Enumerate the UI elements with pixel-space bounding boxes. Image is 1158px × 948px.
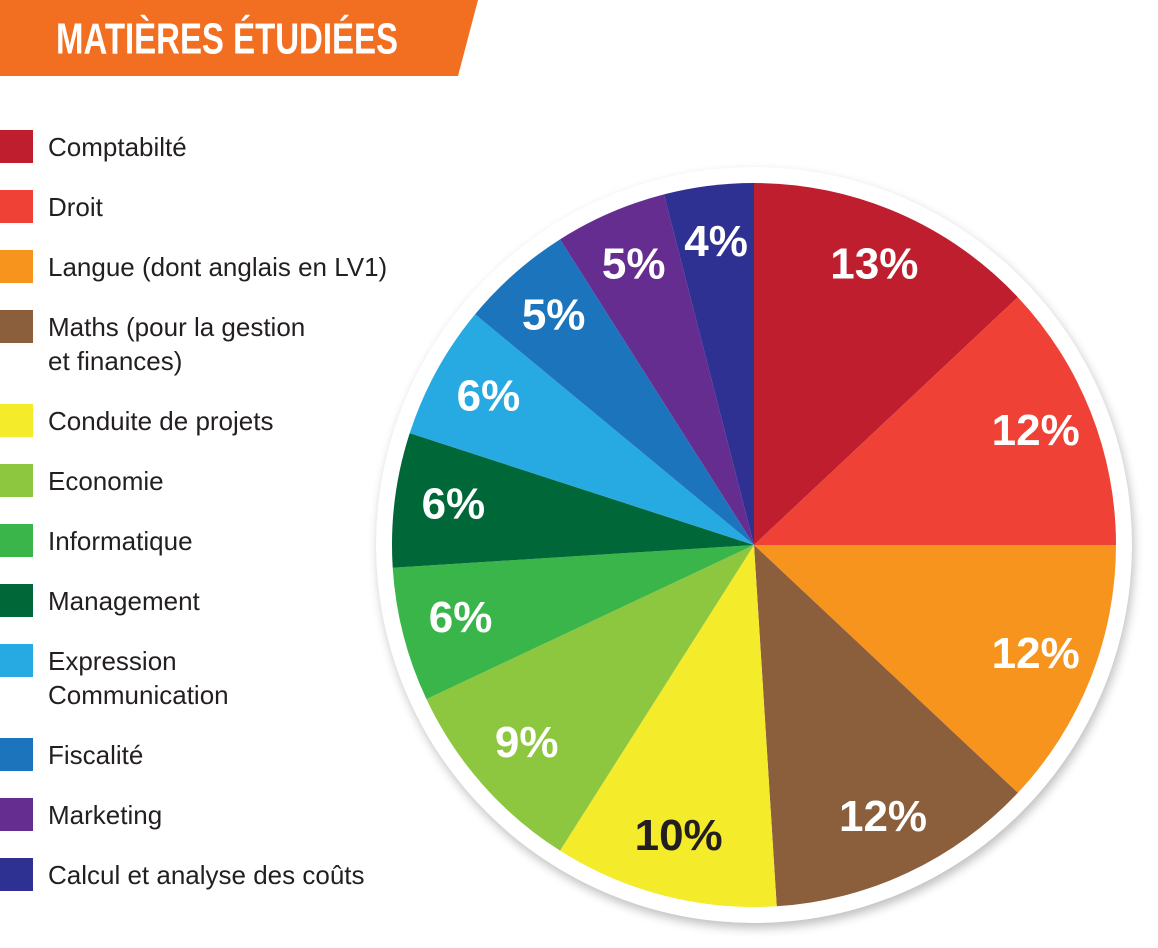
pie: 13%12%12%12%10%9%6%6%6%5%5% 4% [392, 183, 1117, 907]
value-label: 12% [992, 406, 1080, 455]
legend-swatch [0, 798, 33, 831]
value-label: 6% [429, 593, 493, 642]
legend-item: Economie [0, 464, 420, 498]
legend-swatch [0, 310, 33, 343]
pie-slice [475, 239, 754, 546]
legend-item: Marketing [0, 798, 420, 832]
pie-slice [663, 183, 754, 545]
pie-slice [409, 314, 754, 545]
legend-item: Expression Communication [0, 644, 420, 712]
legend-item: Fiscalité [0, 738, 420, 772]
legend-label: Calcul et analyse des coûts [48, 860, 365, 890]
value-label: 12% [839, 792, 927, 841]
value-label: 4% [684, 217, 748, 266]
pie-slice [392, 433, 754, 568]
legend-item: Calcul et analyse des coûts [0, 858, 420, 892]
legend-item: Maths (pour la gestion et finances) [0, 310, 420, 378]
legend-item: Droit [0, 190, 420, 224]
legend-label: Expression Communication [48, 646, 229, 710]
value-label: 6% [457, 372, 521, 421]
pie-slice [392, 545, 754, 700]
legend-swatch [0, 250, 33, 283]
legend-swatch [0, 858, 33, 891]
pie-slice [754, 545, 1018, 907]
legend-swatch [0, 464, 33, 497]
legend: Comptabilté Droit Langue (dont anglais en … [0, 130, 420, 918]
legend-label: Conduite de projets [48, 406, 274, 436]
legend-swatch [0, 404, 33, 437]
value-label: 5% [602, 240, 666, 289]
value-label: 9% [495, 718, 559, 767]
legend-swatch [0, 130, 33, 163]
legend-swatch [0, 524, 33, 557]
legend-swatch [0, 738, 33, 771]
legend-swatch [0, 644, 33, 677]
value-label: 13% [830, 240, 918, 289]
legend-label: Maths (pour la gestion et finances) [48, 312, 306, 376]
value-label: 10% [635, 811, 723, 860]
legend-item: Comptabilté [0, 130, 420, 164]
value-label: 6% [422, 480, 486, 529]
pie-slice [754, 183, 1018, 545]
legend-item: Conduite de projets [0, 404, 420, 438]
legend-swatch [0, 190, 33, 223]
chart-title: MATIÈRES ÉTUDIÉES [56, 14, 398, 64]
legend-label: Informatique [48, 526, 193, 556]
legend-label: Management [48, 586, 200, 616]
legend-label: Comptabilté [48, 132, 187, 162]
legend-item: Informatique [0, 524, 420, 558]
pie-slice [560, 194, 754, 545]
value-label: 5% [522, 290, 586, 339]
legend-label: Langue (dont anglais en LV1) [48, 252, 388, 282]
value-label: 12% [992, 629, 1080, 678]
legend-label: Marketing [48, 800, 163, 830]
pie-slice [560, 545, 777, 907]
pie-slice [754, 545, 1117, 793]
pie-slice [754, 297, 1116, 545]
legend-label: Droit [48, 192, 103, 222]
legend-label: Fiscalité [48, 740, 144, 770]
legend-item: Management [0, 584, 420, 618]
pie-slice [426, 545, 754, 851]
title-banner [0, 0, 478, 76]
legend-item: Langue (dont anglais en LV1) [0, 250, 420, 284]
legend-label: Economie [48, 466, 164, 496]
legend-swatch [0, 584, 33, 617]
